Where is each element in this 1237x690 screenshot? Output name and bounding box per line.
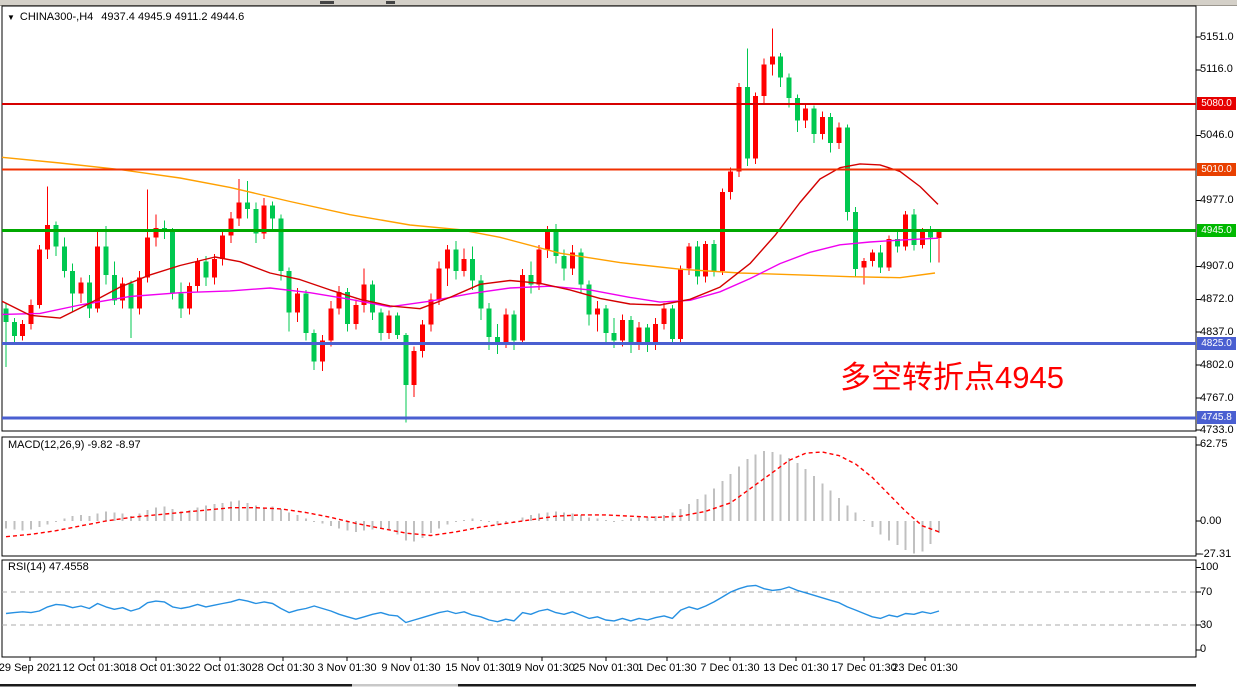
window-splitter-mark[interactable] bbox=[386, 1, 395, 4]
ma-fast-red bbox=[1, 163, 939, 319]
macd-tick-label: 62.75 bbox=[1200, 438, 1228, 451]
window-splitter-mark[interactable] bbox=[320, 1, 334, 4]
ma-mid-magenta bbox=[1, 237, 939, 316]
axis-ticks bbox=[29, 36, 1201, 661]
macd-tick-label: -27.31 bbox=[1200, 547, 1232, 560]
price-tick-label: 5151.0 bbox=[1200, 30, 1234, 43]
time-tick-label: 12 Oct 01:30 bbox=[62, 662, 126, 674]
time-tick-label: 22 Oct 01:30 bbox=[188, 662, 252, 674]
rsi-tick-label: 0 bbox=[1200, 643, 1207, 656]
time-tick-label: 28 Oct 01:30 bbox=[251, 662, 315, 674]
time-tick-label: 7 Dec 01:30 bbox=[700, 662, 760, 674]
time-tick-label: 9 Nov 01:30 bbox=[381, 662, 441, 674]
time-tick-label: 15 Nov 01:30 bbox=[445, 662, 511, 674]
rsi-tick-label: 30 bbox=[1200, 618, 1213, 631]
time-tick-label: 25 Nov 01:30 bbox=[573, 662, 639, 674]
rsi-tick-label: 100 bbox=[1200, 561, 1219, 573]
price-tick-label: 5046.0 bbox=[1200, 129, 1234, 142]
macd-signal-line bbox=[5, 451, 940, 538]
symbol-period-label: CHINA300-,H4 bbox=[19, 11, 94, 23]
time-tick-label: 18 Oct 01:30 bbox=[124, 662, 188, 674]
price-level-badge[interactable]: 4945.0 bbox=[1197, 224, 1236, 238]
price-tick-label: 4733.0 bbox=[1200, 423, 1234, 436]
panel-frames bbox=[1, 5, 1197, 658]
level-lines[interactable] bbox=[2, 102, 1196, 420]
macd-histogram bbox=[5, 450, 940, 554]
price-level-badge[interactable]: 4825.0 bbox=[1197, 337, 1236, 350]
price-tick-label: 5116.0 bbox=[1200, 63, 1233, 76]
time-tick-label: 13 Dec 01:30 bbox=[763, 662, 829, 674]
time-tick-label: 3 Nov 01:30 bbox=[317, 662, 377, 674]
price-level-badge[interactable]: 5010.0 bbox=[1197, 163, 1236, 177]
ohlc-values: 4937.4 4945.9 4911.2 4944.6 bbox=[101, 11, 245, 23]
price-tick-label: 4767.0 bbox=[1200, 391, 1234, 404]
rsi-line bbox=[5, 584, 940, 624]
time-tick-label: 23 Dec 01:30 bbox=[892, 662, 958, 674]
ma-slow-orange bbox=[1, 156, 936, 279]
rsi-guide-lines bbox=[2, 591, 1196, 626]
price-tick-label: 4872.0 bbox=[1200, 292, 1234, 305]
price-tick-label: 4907.0 bbox=[1200, 259, 1234, 272]
macd-tick-label: 0.00 bbox=[1200, 514, 1222, 527]
price-annotation: 多空转折点4945 bbox=[840, 360, 1064, 395]
h-scrollbar[interactable] bbox=[0, 684, 1196, 687]
time-tick-label: 1 Dec 01:30 bbox=[637, 662, 697, 674]
macd-label: MACD(12,26,9) -9.82 -8.97 bbox=[8, 439, 141, 451]
chart-title: ▼ CHINA300-,H4 4937.4 4945.9 4911.2 4944.6 bbox=[7, 11, 244, 23]
price-tick-label: 4837.0 bbox=[1200, 325, 1234, 338]
rsi-tick-label: 70 bbox=[1200, 585, 1213, 598]
candle-series bbox=[3, 28, 942, 423]
time-tick-label: 29 Sep 2021 bbox=[0, 662, 62, 674]
price-tick-label: 4977.0 bbox=[1200, 194, 1234, 207]
time-tick-label: 17 Dec 01:30 bbox=[831, 662, 897, 674]
price-level-badge[interactable]: 4745.8 bbox=[1197, 411, 1236, 425]
price-tick-label: 4802.0 bbox=[1200, 358, 1234, 371]
rsi-label: RSI(14) 47.4558 bbox=[8, 561, 89, 573]
price-level-badge[interactable]: 5080.0 bbox=[1197, 97, 1236, 111]
symbol-dropdown-icon[interactable]: ▼ bbox=[7, 13, 15, 22]
time-tick-label: 19 Nov 01:30 bbox=[509, 662, 575, 674]
